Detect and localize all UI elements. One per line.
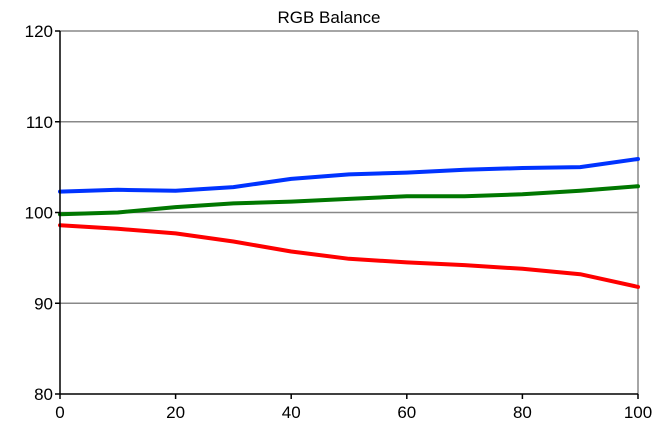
y-tick-label: 120 — [25, 22, 53, 41]
y-tick-label: 100 — [25, 204, 53, 223]
axes — [55, 30, 639, 399]
y-tick-label: 80 — [34, 385, 53, 404]
x-tick-label: 80 — [513, 403, 532, 422]
y-tick-label: 90 — [34, 294, 53, 313]
series-line-1 — [58, 157, 640, 194]
y-tick-label: 110 — [26, 113, 53, 132]
x-tick-label: 0 — [55, 403, 64, 422]
tick-labels: 80 90 100 110 120 0 20 40 60 80 100 — [25, 22, 653, 422]
series-line-2 — [58, 184, 640, 217]
series-lines — [58, 157, 640, 289]
chart-title: RGB Balance — [278, 8, 381, 27]
x-tick-label: 20 — [166, 403, 185, 422]
x-tick-label: 60 — [397, 403, 416, 422]
x-tick-label: 100 — [624, 403, 652, 422]
series-line-3 — [58, 223, 640, 289]
x-tick-label: 40 — [282, 403, 301, 422]
grid-lines — [60, 30, 638, 304]
